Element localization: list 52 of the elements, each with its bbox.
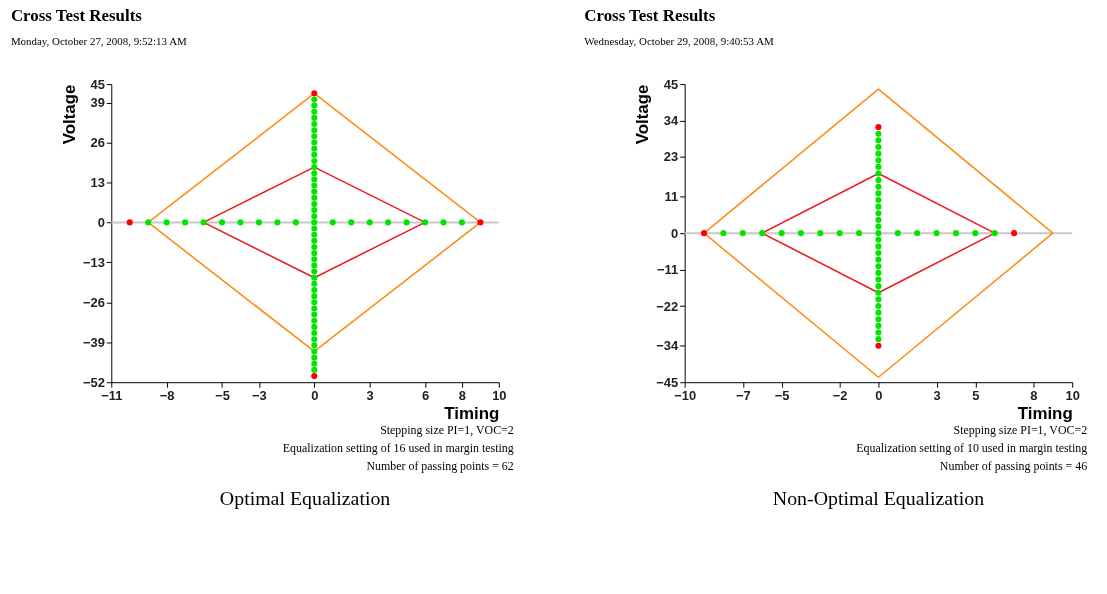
y-tick-label: 26 <box>90 134 105 150</box>
y-tick-label: −34 <box>656 338 680 354</box>
x-axis-title: Timing <box>1017 404 1073 424</box>
text: Number of passing points = 46 <box>939 458 1088 473</box>
chart-title: Cross Test Results <box>584 5 716 25</box>
x-tick-label: −11 <box>101 387 123 403</box>
y-tick-label: −11 <box>657 262 679 278</box>
y-tick-label: −26 <box>82 294 105 310</box>
x-tick-label: −5 <box>774 387 790 403</box>
text: Equalization setting of 10 used in margin testing <box>856 440 1088 455</box>
y-tick-label: 13 <box>90 174 105 190</box>
y-tick-label: 11 <box>664 189 679 205</box>
y-tick-label: −22 <box>656 298 679 314</box>
chart-subtitle: Monday, October 27, 2008, 9:52:13 AM <box>10 35 188 48</box>
y-tick-label: 23 <box>663 149 679 165</box>
y-tick-label: 45 <box>663 76 679 92</box>
text: Non-Optimal Equalization <box>772 487 985 510</box>
x-tick-label: −2 <box>832 387 848 403</box>
y-tick-label: 34 <box>663 113 680 129</box>
y-axis-title: Voltage <box>633 84 653 145</box>
x-tick-label: 0 <box>875 387 883 403</box>
x-tick-label: 10 <box>492 387 507 403</box>
x-tick-label: 0 <box>311 387 319 403</box>
text: Number of passing points = 62 <box>366 458 514 473</box>
y-tick-label: −45 <box>656 374 679 390</box>
x-tick-label: 3 <box>933 387 941 403</box>
x-tick-label: 5 <box>972 387 980 403</box>
x-tick-label: −7 <box>735 387 751 403</box>
y-tick-label: −52 <box>82 374 105 390</box>
y-axis-title: Voltage <box>59 84 79 145</box>
text: Stepping size PI=1, VOC=2 <box>953 422 1088 437</box>
chart-subtitle: Wednesday, October 29, 2008, 9:40:53 AM <box>584 35 775 48</box>
y-tick-label: −13 <box>82 254 105 270</box>
x-tick-label: 3 <box>366 387 374 403</box>
x-tick-label: −3 <box>252 387 267 403</box>
chart-title: Cross Test Results <box>10 5 143 25</box>
text: Stepping size PI=1, VOC=2 <box>380 422 514 437</box>
x-axis-title: Timing <box>444 404 500 424</box>
y-tick-label: −39 <box>82 334 105 350</box>
x-tick-label: −5 <box>215 387 230 403</box>
text: Equalization setting of 16 used in margin testing <box>282 440 514 455</box>
x-tick-label: 8 <box>1030 387 1038 403</box>
y-tick-label: 0 <box>671 225 679 241</box>
text: Optimal Equalization <box>219 487 391 510</box>
x-tick-label: −8 <box>159 387 175 403</box>
y-tick-label: 39 <box>90 95 105 111</box>
x-tick-label: −10 <box>674 387 697 403</box>
x-tick-label: 6 <box>421 387 430 403</box>
y-tick-label: 0 <box>97 214 105 230</box>
x-tick-label: 8 <box>458 387 467 403</box>
x-tick-label: 10 <box>1065 387 1080 403</box>
y-tick-label: 45 <box>90 76 105 92</box>
